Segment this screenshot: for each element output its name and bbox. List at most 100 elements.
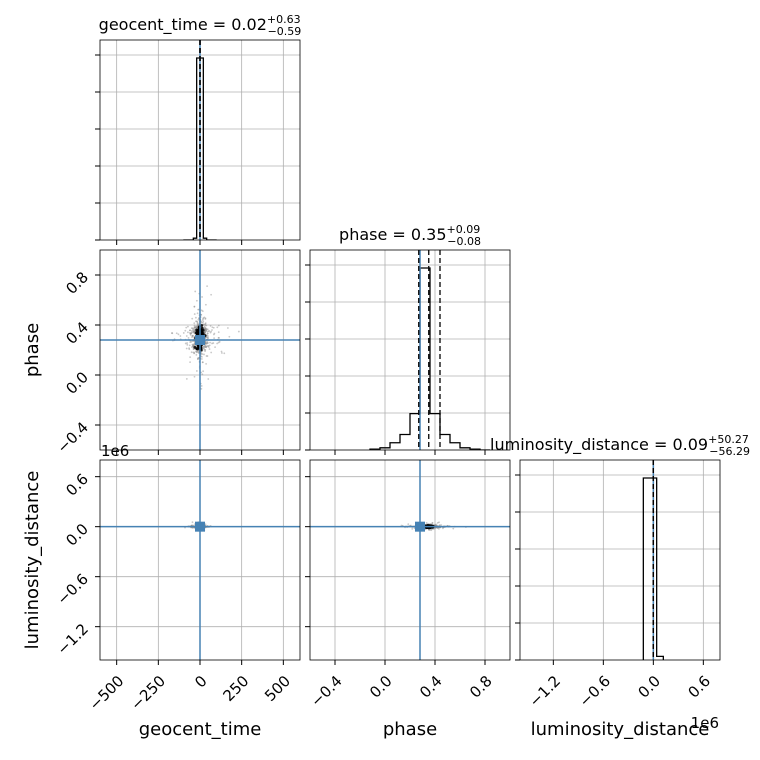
- sample-point: [217, 336, 220, 339]
- sample-point-dense: [193, 345, 197, 349]
- sample-point: [204, 331, 206, 333]
- sample-point: [197, 357, 199, 359]
- sample-point: [203, 353, 205, 356]
- title-main: geocent_time = 0.02: [99, 15, 267, 35]
- sample-point: [204, 330, 206, 332]
- sample-point: [201, 373, 204, 376]
- sample-point: [207, 337, 209, 340]
- panel-phase-vs-phase: [305, 249, 511, 455]
- sample-point: [193, 313, 196, 315]
- x-tick-label: 0.4: [416, 672, 446, 702]
- sample-point: [202, 345, 205, 347]
- panel-luminosity_distance-vs-geocent_time: −500 −250 0 250 500 −1.2 −0.6 0.0 0.6: [54, 459, 301, 714]
- panel-luminosity_distance-vs-phase: −0.4 0.0 0.4 0.8: [305, 459, 511, 711]
- sample-point: [204, 345, 206, 347]
- sample-point: [190, 340, 193, 343]
- sample-point: [193, 375, 196, 378]
- sample-point: [203, 316, 206, 319]
- sample-point: [206, 334, 208, 337]
- title-upper-error: +0.09: [447, 223, 481, 236]
- truth-marker: [415, 521, 425, 532]
- sample-point: [205, 342, 208, 345]
- sample-point-dense: [195, 328, 199, 332]
- sample-point: [204, 318, 207, 320]
- sample-point: [427, 528, 430, 531]
- sample-point: [196, 321, 199, 323]
- sample-point: [192, 328, 195, 330]
- sample-point: [190, 351, 193, 354]
- y-axis-label-phase: phase: [22, 323, 43, 377]
- sample-point: [175, 332, 178, 335]
- sample-point: [188, 344, 191, 347]
- sample-point: [193, 322, 196, 325]
- sample-point: [189, 341, 192, 344]
- sample-point: [192, 344, 195, 347]
- sample-point: [195, 327, 198, 329]
- x-axis-label-geocent_time: geocent_time: [139, 719, 262, 740]
- sample-point: [194, 316, 197, 319]
- panel-luminosity_distance-vs-luminosity_distance: −1.2 −0.6 0.0 0.6: [515, 459, 721, 711]
- sample-point: [440, 524, 443, 527]
- sample-point: [203, 327, 206, 330]
- sample-point: [204, 341, 207, 344]
- sample-point: [205, 355, 208, 357]
- title-upper-error: +0.63: [267, 13, 301, 26]
- sample-point: [193, 326, 196, 329]
- sample-point: [193, 328, 196, 331]
- sample-point: [195, 350, 198, 353]
- sample-point: [204, 317, 207, 320]
- sample-point: [200, 309, 203, 312]
- sample-point: [185, 378, 188, 380]
- sample-point: [200, 313, 203, 316]
- sample-point: [185, 335, 188, 337]
- title-main: luminosity_distance = 0.09: [490, 435, 708, 455]
- sample-point: [201, 296, 203, 298]
- sample-point: [196, 325, 199, 327]
- sample-point: [202, 323, 205, 326]
- sample-point: [206, 336, 209, 339]
- axes-frame: [519, 459, 721, 661]
- y-tick-label: 0.0: [62, 520, 92, 550]
- sample-point: [187, 325, 189, 328]
- sample-point: [190, 524, 193, 527]
- sample-point: [185, 347, 188, 350]
- x-tick-label: 0.6: [684, 672, 714, 702]
- sample-point: [213, 337, 216, 340]
- sample-point: [203, 346, 206, 349]
- sample-point-dense: [200, 323, 204, 327]
- sample-point: [431, 521, 434, 524]
- sample-point: [191, 521, 194, 524]
- sample-point: [204, 329, 207, 332]
- sample-point: [190, 332, 192, 335]
- sample-point: [204, 328, 207, 330]
- sample-point: [220, 350, 223, 353]
- sample-point: [216, 326, 219, 329]
- x-tick-label: −1.2: [526, 672, 564, 710]
- x-tick-label: −500: [86, 672, 128, 714]
- sample-point: [434, 523, 437, 526]
- sample-point: [204, 326, 206, 329]
- sample-point: [204, 523, 207, 526]
- sample-point: [186, 343, 189, 346]
- sample-point: [201, 319, 204, 322]
- sample-point: [202, 346, 205, 349]
- sample-point: [208, 348, 211, 350]
- panel-title-luminosity_distance: luminosity_distance = 0.09+50.27 −56.29: [490, 433, 750, 458]
- sample-point: [204, 324, 207, 326]
- sample-point: [204, 349, 207, 351]
- sample-point: [197, 308, 200, 311]
- sample-point: [193, 326, 196, 329]
- title-main: phase = 0.35: [339, 225, 446, 244]
- y-tick-label: −1.2: [54, 620, 92, 658]
- sample-point: [205, 345, 208, 348]
- sample-point: [197, 323, 199, 326]
- sample-point: [201, 355, 203, 358]
- sample-point: [204, 344, 207, 347]
- sample-point: [194, 350, 197, 353]
- sample-point: [184, 329, 187, 332]
- sample-point: [190, 331, 193, 334]
- sample-point: [204, 350, 206, 353]
- sample-point: [193, 305, 196, 308]
- sample-point: [204, 329, 207, 332]
- sample-point: [207, 335, 209, 337]
